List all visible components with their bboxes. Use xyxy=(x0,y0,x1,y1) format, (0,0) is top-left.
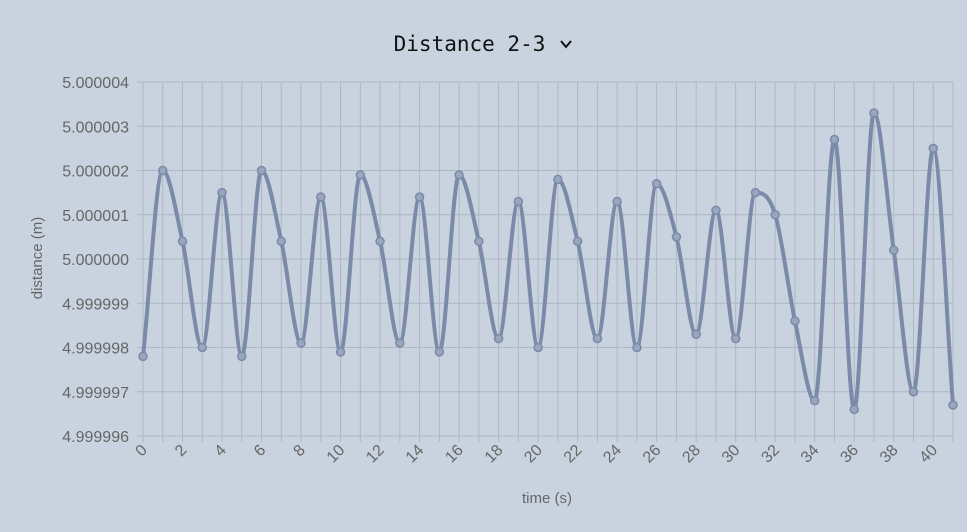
x-tick-label: 12 xyxy=(363,442,388,467)
data-point[interactable] xyxy=(593,335,601,343)
data-point[interactable] xyxy=(633,344,641,352)
data-point[interactable] xyxy=(732,335,740,343)
x-tick-label: 32 xyxy=(758,442,783,467)
y-axis-title: distance (m) xyxy=(29,217,46,300)
data-point[interactable] xyxy=(811,397,819,405)
data-point[interactable] xyxy=(258,167,266,175)
x-tick-label: 6 xyxy=(251,442,269,460)
data-point[interactable] xyxy=(475,237,483,245)
x-tick-label: 40 xyxy=(916,442,941,467)
x-tick-label: 26 xyxy=(640,442,665,467)
data-point[interactable] xyxy=(613,197,621,205)
y-tick-label: 4.999999 xyxy=(62,296,129,313)
data-point[interactable] xyxy=(751,189,759,197)
y-axis: 4.999996 4.999997 4.999998 4.999999 5.000000… xyxy=(62,75,129,446)
data-point[interactable] xyxy=(455,171,463,179)
data-point[interactable] xyxy=(712,206,720,214)
data-point[interactable] xyxy=(949,401,957,409)
data-point[interactable] xyxy=(396,339,404,347)
data-point[interactable] xyxy=(850,405,858,413)
data-point[interactable] xyxy=(870,109,878,117)
data-point[interactable] xyxy=(356,171,364,179)
x-axis-title: time (s) xyxy=(522,490,572,507)
data-point[interactable] xyxy=(830,136,838,144)
y-tick-label: 5.000002 xyxy=(62,164,129,181)
x-tick-label: 4 xyxy=(212,442,230,460)
x-axis: 0 2 4 6 8 10 12 14 16 18 20 22 24 26 28 30 32 34 36 38 40 xyxy=(133,442,942,467)
x-tick-label: 34 xyxy=(798,442,823,467)
y-tick-label: 5.000001 xyxy=(62,208,129,225)
data-point[interactable] xyxy=(495,335,503,343)
x-tick-label: 24 xyxy=(600,442,625,467)
data-point[interactable] xyxy=(337,348,345,356)
y-tick-label: 5.000004 xyxy=(62,75,129,92)
y-tick-label: 5.000000 xyxy=(62,252,129,269)
x-tick-label: 0 xyxy=(133,442,151,460)
data-point[interactable] xyxy=(791,317,799,325)
data-point[interactable] xyxy=(179,237,187,245)
y-tick-label: 4.999996 xyxy=(62,429,129,446)
data-point[interactable] xyxy=(554,175,562,183)
data-point[interactable] xyxy=(534,344,542,352)
x-tick-label: 8 xyxy=(291,442,309,460)
data-point[interactable] xyxy=(574,237,582,245)
data-point[interactable] xyxy=(198,344,206,352)
x-tick-label: 20 xyxy=(521,442,546,467)
y-tick-label: 4.999997 xyxy=(62,385,129,402)
x-tick-label: 14 xyxy=(403,442,428,467)
x-tick-label: 16 xyxy=(442,442,467,467)
data-point[interactable] xyxy=(297,339,305,347)
x-tick-label: 2 xyxy=(172,442,190,460)
grid xyxy=(137,82,953,442)
x-tick-label: 30 xyxy=(719,442,744,467)
data-point[interactable] xyxy=(653,180,661,188)
data-point[interactable] xyxy=(890,246,898,254)
data-point[interactable] xyxy=(514,197,522,205)
y-tick-label: 4.999998 xyxy=(62,341,129,358)
data-point[interactable] xyxy=(672,233,680,241)
data-point[interactable] xyxy=(416,193,424,201)
x-tick-label: 28 xyxy=(679,442,704,467)
data-point[interactable] xyxy=(692,330,700,338)
x-tick-label: 18 xyxy=(482,442,507,467)
x-tick-label: 38 xyxy=(877,442,902,467)
x-tick-label: 10 xyxy=(324,442,349,467)
data-point[interactable] xyxy=(317,193,325,201)
data-point[interactable] xyxy=(238,352,246,360)
y-tick-label: 5.000003 xyxy=(62,119,129,136)
series-line xyxy=(143,113,953,409)
data-point[interactable] xyxy=(771,211,779,219)
data-point[interactable] xyxy=(376,237,384,245)
x-tick-label: 36 xyxy=(837,442,862,467)
data-point[interactable] xyxy=(435,348,443,356)
x-tick-label: 22 xyxy=(561,442,586,467)
data-point[interactable] xyxy=(159,167,167,175)
data-point[interactable] xyxy=(218,189,226,197)
data-point[interactable] xyxy=(277,237,285,245)
data-point[interactable] xyxy=(909,388,917,396)
data-point[interactable] xyxy=(929,144,937,152)
data-point[interactable] xyxy=(139,352,147,360)
